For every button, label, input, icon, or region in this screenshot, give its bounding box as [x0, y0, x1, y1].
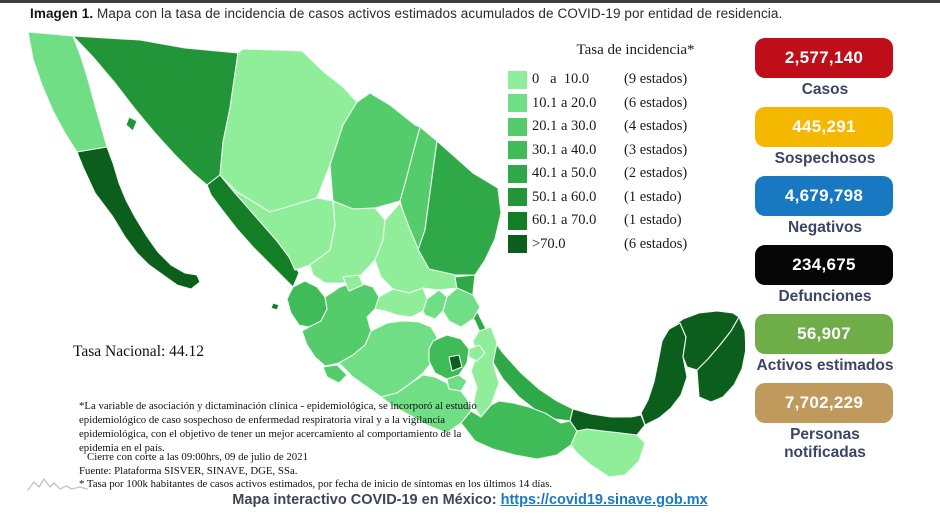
legend-swatch — [508, 94, 527, 113]
legend-swatch — [508, 117, 527, 136]
legend-count-label: (9 estados) — [624, 71, 688, 88]
footer-text: Mapa interactivo COVID-19 en México: — [232, 492, 501, 508]
legend-range-label: 40.1 a 50.0 — [532, 165, 597, 182]
legend-range-label: 30.1 a 40.0 — [532, 141, 597, 158]
footer-caption: Mapa interactivo COVID-19 en México: htt… — [0, 492, 940, 508]
state-isla-tiburon — [125, 116, 138, 132]
state-tlaxcala — [468, 344, 486, 362]
state-morelos — [446, 374, 468, 392]
legend-rows: 0 a 10.0 (9 estados) 10.1 a 20.0 (6 estados… — [508, 68, 723, 256]
legend-swatch — [508, 141, 527, 160]
legend-range-label: 0 a 10.0 — [532, 71, 590, 88]
state-quintana-roo — [696, 316, 745, 403]
state-guanajuato — [374, 287, 428, 318]
state-campeche — [640, 322, 688, 426]
legend-swatch — [508, 188, 527, 207]
map-legend: Tasa de incidencia* 0 a 10.0 (9 estados) 1… — [508, 42, 723, 256]
national-rate-label: Tasa Nacional: 44.12 — [73, 343, 205, 360]
legend-count-label: (6 estados) — [624, 235, 688, 252]
stat-label: Sospechosos — [774, 150, 876, 167]
legend-range-label: 60.1 a 70.0 — [532, 212, 597, 229]
legend-swatch — [508, 211, 527, 230]
rate-note-line: * Tasa por 100k habitantes de casos acti… — [79, 478, 553, 490]
legend-row: 40.1 a 50.0 (2 estados) — [508, 162, 723, 186]
state-michoacan — [338, 320, 438, 398]
state-tabasco — [569, 408, 646, 436]
legend-count-label: (3 estados) — [624, 141, 688, 158]
legend-title: Tasa de incidencia* — [576, 42, 695, 58]
legend-range-label: 50.1 a 60.0 — [532, 188, 597, 205]
mountain-sketch-icon — [27, 478, 88, 491]
state-hidalgo — [442, 287, 481, 328]
legend-row: 50.1 a 60.0 (1 estado) — [508, 186, 723, 210]
legend-count-label: (4 estados) — [624, 118, 688, 135]
legend-row: >70.0 (6 estados) — [508, 233, 723, 257]
stat-pill-activos-estimados: 56,907 — [755, 314, 893, 354]
state-baja-california-sur — [76, 146, 201, 290]
stat-label: Casos — [801, 81, 849, 98]
legend-row: 60.1 a 70.0 (1 estado) — [508, 209, 723, 233]
stat-label: Activos estimados — [756, 357, 894, 374]
sinave-link[interactable]: https://covid19.sinave.gob.mx — [500, 492, 708, 508]
map-source-block: Cierre con corte a las 09:00hrs, 09 de j… — [79, 451, 639, 492]
legend-row: 30.1 a 40.0 (3 estados) — [508, 139, 723, 163]
legend-count-label: (6 estados) — [624, 94, 688, 111]
state-guerrero — [380, 374, 472, 434]
state-queretaro — [422, 289, 448, 320]
legend-row: 20.1 a 30.0 (4 estados) — [508, 115, 723, 139]
stat-label: Personas notificadas — [784, 426, 866, 461]
legend-range-label: >70.0 — [532, 235, 566, 252]
state-islas-marias — [270, 302, 280, 311]
stat-pill-defunciones: 234,675 — [755, 245, 893, 285]
map-states-group — [27, 31, 745, 478]
legend-swatch — [508, 164, 527, 183]
source-line: Fuente: Plataforma SISVER, SINAVE, DGE, … — [79, 464, 298, 477]
state-ciudad-de-mexico — [448, 354, 463, 372]
top-border-line — [0, 0, 940, 3]
legend-range-label: 20.1 a 30.0 — [532, 118, 597, 135]
map-footnote: *La variable de asociación y dictaminaci… — [79, 400, 477, 454]
legend-swatch — [508, 235, 527, 254]
stat-pill-personas-notificadas: 7,702,229 — [755, 383, 893, 423]
mexico-choropleth-map — [27, 31, 745, 478]
legend-count-label: (2 estados) — [624, 165, 688, 182]
page-title: Imagen 1. Mapa con la tasa de incidencia… — [30, 6, 782, 21]
stat-pill-sospechosos: 445,291 — [755, 107, 893, 147]
stat-label: Defunciones — [778, 288, 872, 305]
stat-pill-negativos: 4,679,798 — [755, 176, 893, 216]
legend-row: 0 a 10.0 (9 estados) — [508, 68, 723, 92]
page-title-text: Mapa con la tasa de incidencia de casos … — [93, 6, 783, 21]
legend-range-label: 10.1 a 20.0 — [532, 94, 597, 111]
legend-swatch — [508, 70, 527, 89]
legend-row: 10.1 a 20.0 (6 estados) — [508, 92, 723, 116]
legend-count-label: (1 estado) — [624, 188, 682, 205]
stats-panel: 2,577,140 Casos 445,291 Sospechosos 4,679,79… — [755, 38, 895, 470]
state-san-luis-potosi — [374, 202, 464, 294]
legend-count-label: (1 estado) — [624, 212, 682, 229]
stat-pill-casos: 2,577,140 — [755, 38, 893, 78]
state-aguascalientes — [342, 274, 364, 292]
page-title-prefix: Imagen 1. — [30, 6, 94, 21]
cutoff-line: Cierre con corte a las 09:00hrs, 09 de j… — [87, 451, 308, 463]
state-colima — [322, 364, 348, 384]
stat-label: Negativos — [787, 219, 863, 236]
